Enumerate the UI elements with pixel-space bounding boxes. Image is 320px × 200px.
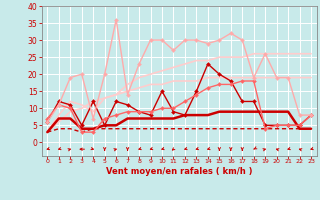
- X-axis label: Vent moyen/en rafales ( km/h ): Vent moyen/en rafales ( km/h ): [106, 167, 252, 176]
